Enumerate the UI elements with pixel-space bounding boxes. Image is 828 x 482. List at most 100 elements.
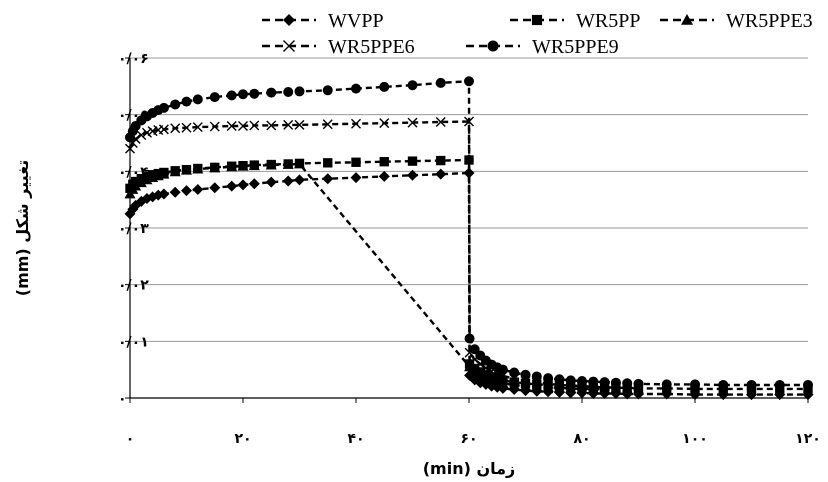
- data-point: [282, 159, 294, 169]
- data-point: [237, 179, 249, 191]
- axes-layer: ۰۰/۰۱۰/۰۲۰/۰۳۰/۰۴۰/۰۵۰/۰۶۰ ۲۰ ۴۰ ۶۰ ۸۰ ۱۰۰ ۱۲۰: [118, 51, 821, 447]
- data-point: [192, 163, 204, 174]
- data-point: [351, 118, 361, 129]
- data-point: [283, 87, 294, 97]
- data-point: [435, 77, 446, 88]
- x-tick-label: ۸۰: [573, 431, 590, 447]
- data-point: [554, 374, 565, 385]
- data-point: [469, 365, 481, 376]
- data-point: [407, 169, 418, 181]
- data-point: [553, 382, 565, 393]
- data-point: [226, 180, 238, 192]
- data-point: [135, 177, 147, 188]
- y-tick-label: ۰/۰۶: [118, 51, 149, 67]
- data-point: [587, 383, 599, 394]
- data-point: [238, 89, 248, 100]
- data-point: [497, 377, 509, 388]
- data-point: [226, 90, 237, 101]
- legend-item-wr5pp: WR5PP: [510, 10, 640, 32]
- data-point: [209, 92, 220, 103]
- data-point: [464, 361, 476, 372]
- labels-layer: زمان (min) تغییر شکل (mm): [13, 160, 515, 478]
- data-point: [170, 99, 181, 110]
- data-point: [407, 117, 418, 128]
- data-point: [181, 96, 192, 107]
- legend-marker: [283, 40, 295, 52]
- y-tick-label: ۰/۰۲: [118, 278, 149, 294]
- data-point: [610, 377, 621, 388]
- x-tick-label: ۱۲۰: [795, 431, 821, 447]
- data-point: [181, 122, 192, 133]
- x-tick-label: ۲۰: [234, 431, 251, 447]
- data-point: [350, 172, 362, 184]
- series-wvpp: [124, 167, 814, 401]
- data-point: [435, 168, 447, 180]
- data-point: [407, 156, 418, 166]
- legend-item-wvpp: WVPP: [262, 10, 384, 32]
- data-point: [130, 180, 142, 191]
- legend-marker: [487, 40, 499, 52]
- data-point: [474, 369, 486, 380]
- data-point: [181, 185, 192, 197]
- data-point: [169, 166, 181, 177]
- data-point: [531, 371, 542, 382]
- data-point: [249, 88, 260, 99]
- data-point: [497, 364, 508, 375]
- data-point: [266, 120, 277, 131]
- data-point: [282, 175, 294, 187]
- data-point: [265, 159, 277, 170]
- legend-label: WR5PPE3: [726, 10, 813, 32]
- data-point: [542, 381, 554, 392]
- data-point: [436, 155, 446, 166]
- legend-marker: [283, 14, 295, 26]
- data-point: [351, 83, 361, 94]
- data-point: [249, 120, 260, 131]
- legend: WVPP WR5PP WR5PPE3 WR5PPE6 WR5PPE9: [262, 10, 813, 58]
- series-layer: [124, 76, 814, 401]
- data-point: [378, 170, 390, 182]
- data-point: [136, 130, 147, 141]
- data-point: [169, 186, 181, 198]
- data-point: [565, 375, 576, 386]
- data-point: [774, 379, 785, 390]
- data-point: [435, 117, 446, 128]
- data-point: [209, 182, 221, 194]
- data-point: [158, 124, 169, 135]
- legend-label: WR5PPE9: [532, 36, 619, 58]
- data-point: [181, 164, 192, 175]
- data-point: [565, 382, 577, 393]
- data-point: [690, 379, 700, 390]
- data-point: [577, 376, 587, 386]
- x-tick-label: ۰: [126, 431, 135, 447]
- legend-item-wr5ppe6: WR5PPE6: [262, 36, 415, 58]
- data-point: [294, 174, 305, 186]
- data-point: [158, 168, 170, 179]
- data-point: [480, 372, 492, 382]
- legend-marker: [681, 14, 693, 25]
- data-point: [599, 377, 610, 388]
- y-axis-title: تغییر شکل (mm): [13, 160, 32, 296]
- data-point: [661, 379, 672, 390]
- x-tick-label: ۱۰۰: [682, 431, 708, 447]
- y-tick-label: ۰/۰۱: [118, 334, 149, 350]
- data-point: [633, 378, 644, 389]
- legend-label: WR5PPE6: [328, 36, 415, 58]
- legend-label: WVPP: [328, 10, 384, 32]
- data-point: [543, 373, 554, 384]
- data-point: [531, 381, 543, 392]
- data-point: [379, 118, 390, 129]
- data-point: [192, 94, 203, 105]
- data-point: [407, 80, 418, 91]
- legend-item-wr5ppe9: WR5PPE9: [466, 36, 619, 58]
- legend-marker: [531, 14, 543, 26]
- data-point: [588, 376, 599, 387]
- data-point: [226, 161, 238, 172]
- y-tick-label: ۰: [118, 391, 127, 407]
- legend-item-wr5ppe3: WR5PPE3: [660, 10, 813, 32]
- data-point: [464, 333, 475, 344]
- data-point: [294, 86, 305, 97]
- data-point: [379, 81, 390, 92]
- data-point: [209, 162, 221, 173]
